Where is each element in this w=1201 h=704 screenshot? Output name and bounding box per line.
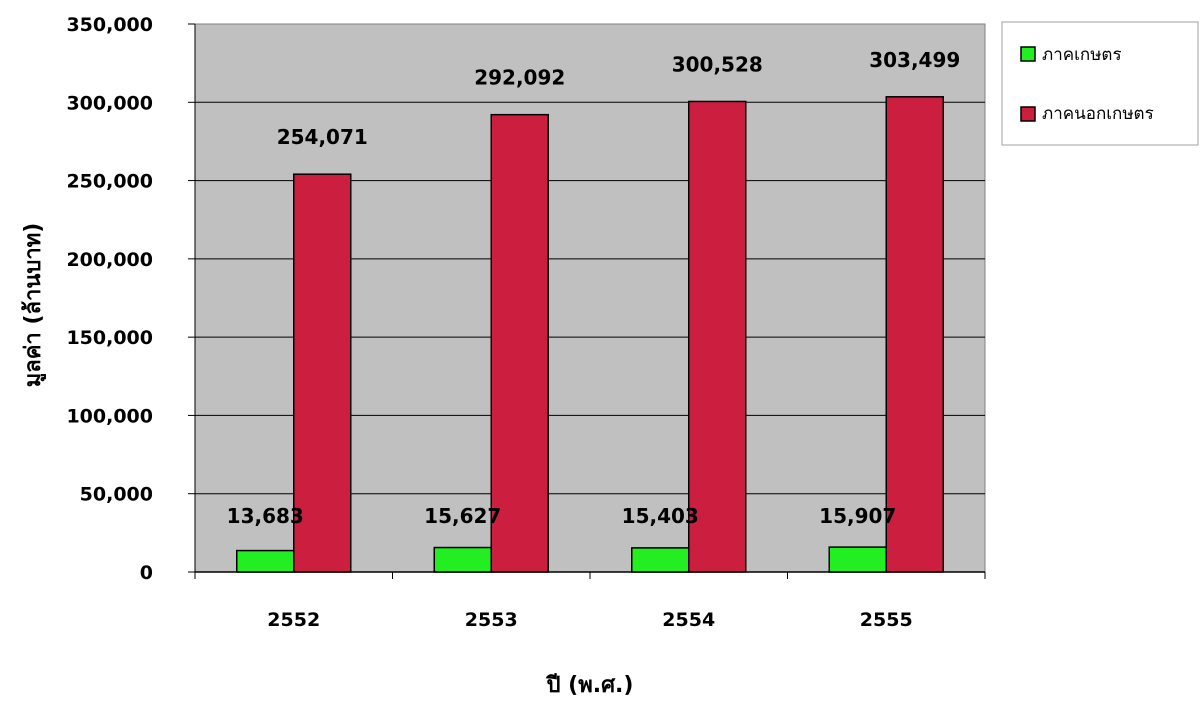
y-tick-label: 250,000 <box>66 171 153 193</box>
bar-non-agriculture <box>688 100 747 573</box>
legend-swatch-non-agriculture <box>1020 106 1036 122</box>
x-tick-label: 2554 <box>662 609 715 631</box>
data-label-non-agriculture: 254,071 <box>277 125 368 149</box>
bar-non-agriculture <box>885 96 944 573</box>
data-label-agriculture: 13,683 <box>227 504 304 528</box>
x-axis-title: ปี (พ.ศ.) <box>545 673 633 698</box>
y-axis-title: มูลค่า (ล้านบาท) <box>21 223 47 388</box>
y-axis-ticks: 0 50,000 100,000 150,000 200,000 250,000 300,0… <box>66 14 195 584</box>
bars <box>236 96 944 573</box>
x-axis: 2552 2553 2554 2555 <box>194 24 986 631</box>
legend-box <box>1001 21 1199 146</box>
bar-non-agriculture <box>293 173 352 573</box>
bar-agriculture <box>433 546 492 573</box>
legend-label-non-agriculture: ภาคนอกเกษตร <box>1042 104 1154 124</box>
data-label-agriculture: 15,907 <box>819 504 896 528</box>
y-tick-label: 100,000 <box>66 405 153 427</box>
x-tick-label: 2552 <box>267 609 320 631</box>
y-tick-label: 0 <box>140 562 153 584</box>
data-label-non-agriculture: 303,499 <box>869 48 960 72</box>
data-label-non-agriculture: 292,092 <box>474 66 565 90</box>
data-labels: 13,683 15,627 15,403 15,907 254,071 292,092 30… <box>227 48 961 528</box>
data-label-agriculture: 15,627 <box>424 504 501 528</box>
data-label-non-agriculture: 300,528 <box>672 52 763 76</box>
y-tick-label: 50,000 <box>80 484 153 506</box>
x-tick-label: 2555 <box>860 609 913 631</box>
x-tick-label: 2553 <box>465 609 518 631</box>
y-tick-label: 200,000 <box>66 249 153 271</box>
legend: ภาคเกษตร ภาคนอกเกษตร <box>1001 21 1199 146</box>
legend-swatch-agriculture <box>1020 46 1036 62</box>
y-tick-label: 300,000 <box>66 92 153 114</box>
bar-agriculture <box>236 549 295 573</box>
bar-agriculture <box>631 547 690 573</box>
y-tick-label: 350,000 <box>66 14 153 36</box>
data-label-agriculture: 15,403 <box>622 504 699 528</box>
legend-label-agriculture: ภาคเกษตร <box>1042 45 1122 65</box>
bar-agriculture <box>828 546 887 573</box>
bar-non-agriculture <box>490 113 549 573</box>
y-tick-label: 150,000 <box>66 327 153 349</box>
